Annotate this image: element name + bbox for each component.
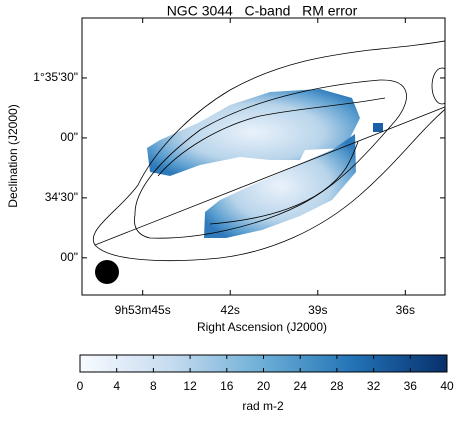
colorbar-tick-label: 4 [113, 379, 120, 393]
colorbar-tick-label: 20 [257, 379, 271, 393]
y-tick-label: 00" [60, 130, 78, 144]
emission-upper [147, 89, 360, 176]
image [92, 40, 445, 284]
x-tick-label: 39s [308, 303, 327, 317]
y-tick-label: 00" [60, 250, 78, 264]
x-tick-label: 9h53m45s [115, 303, 171, 317]
x-tick-label: 42s [221, 303, 240, 317]
contour [134, 79, 407, 239]
colorbar-tick-label: 12 [183, 379, 197, 393]
colorbar-tick-label: 28 [330, 379, 344, 393]
plot-frame [81, 17, 446, 296]
contour [92, 40, 445, 262]
colorbar-tick-label: 16 [220, 379, 234, 393]
colorbar-tick-label: 8 [150, 379, 157, 393]
x-axis-label: Right Ascension (J2000) [197, 320, 327, 334]
colorbar-tick-label: 0 [77, 379, 84, 393]
chart-title: NGC 3044 C-band RM error [167, 3, 358, 19]
y-tick-label: 34'30" [45, 190, 78, 204]
y-tick-label: 1°35'30" [33, 70, 78, 84]
colorbar-tick-label: 24 [294, 379, 308, 393]
x-tick-label: 36s [396, 303, 415, 317]
colorbar-tick-label: 36 [404, 379, 418, 393]
contour [431, 67, 445, 105]
colorbar-label: rad m-2 [242, 399, 284, 413]
colorbar-tick-label: 40 [440, 379, 454, 393]
emission-lower [204, 134, 356, 238]
beam [95, 260, 119, 284]
y-axis-label: Declination (J2000) [6, 104, 20, 207]
contour [209, 141, 359, 225]
emission-spot [373, 123, 383, 132]
colorbar-tick-label: 32 [367, 379, 381, 393]
contour [157, 97, 386, 177]
